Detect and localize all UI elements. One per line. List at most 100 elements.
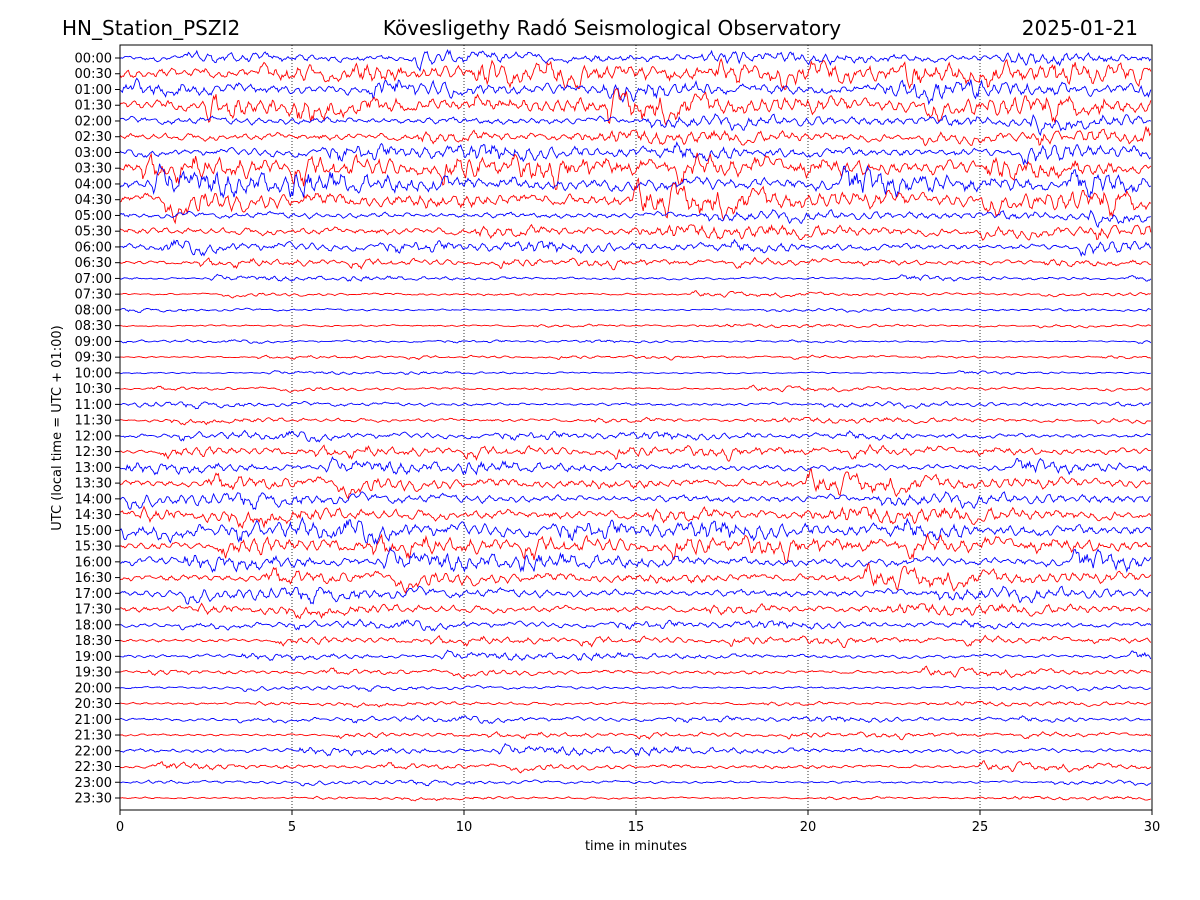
trace-1200 bbox=[119, 429, 1151, 443]
y-tick-label: 20:30 bbox=[75, 697, 112, 712]
trace-0530 bbox=[119, 223, 1152, 241]
y-tick-label: 15:00 bbox=[75, 524, 112, 539]
trace-1900 bbox=[119, 649, 1152, 662]
y-tick-label: 13:30 bbox=[75, 477, 112, 492]
trace-0430 bbox=[119, 177, 1152, 225]
y-tick-label: 00:00 bbox=[75, 52, 112, 67]
y-tick-label: 08:30 bbox=[75, 319, 112, 334]
x-tick-label: 30 bbox=[1144, 820, 1161, 835]
y-tick-label: 22:30 bbox=[75, 760, 112, 775]
trace-1430 bbox=[119, 505, 1152, 529]
y-tick-label: 13:00 bbox=[75, 461, 112, 476]
y-tick-label: 14:30 bbox=[75, 508, 112, 523]
trace-0930 bbox=[119, 354, 1152, 361]
y-tick-label: 16:30 bbox=[75, 571, 112, 586]
trace-0100 bbox=[119, 77, 1152, 106]
y-tick-label: 10:00 bbox=[75, 366, 112, 381]
trace-2330 bbox=[119, 795, 1152, 802]
y-tick-label: 22:00 bbox=[75, 744, 112, 759]
trace-0230 bbox=[119, 126, 1152, 147]
trace-0330 bbox=[119, 152, 1152, 191]
y-tick-label: 11:30 bbox=[75, 414, 112, 429]
trace-1500 bbox=[119, 516, 1152, 546]
grid-lines bbox=[291, 45, 981, 810]
y-tick-label: 03:30 bbox=[75, 162, 112, 177]
trace-0000 bbox=[119, 49, 1152, 72]
y-tick-label: 18:30 bbox=[75, 634, 112, 649]
x-axis-label: time in minutes bbox=[585, 839, 687, 854]
y-tick-label: 23:00 bbox=[75, 776, 112, 791]
trace-0030 bbox=[119, 57, 1152, 91]
y-axis-label: UTC (local time = UTC + 01:00) bbox=[50, 325, 65, 530]
y-tick-label: 21:00 bbox=[75, 713, 112, 728]
x-tick-label: 0 bbox=[116, 820, 124, 835]
trace-1230 bbox=[119, 443, 1151, 462]
trace-2230 bbox=[120, 759, 1152, 774]
trace-0300 bbox=[119, 141, 1152, 165]
y-tick-label: 19:00 bbox=[75, 650, 112, 665]
trace-0130 bbox=[119, 88, 1152, 127]
trace-0800 bbox=[119, 307, 1152, 314]
trace-1300 bbox=[119, 456, 1152, 476]
y-tick-label: 00:30 bbox=[75, 67, 112, 82]
trace-0200 bbox=[119, 113, 1152, 137]
trace-0500 bbox=[119, 208, 1151, 229]
y-tick-label: 11:00 bbox=[75, 398, 112, 413]
trace-0600 bbox=[119, 238, 1152, 258]
y-tick-label: 18:00 bbox=[75, 618, 112, 633]
x-tick-label: 10 bbox=[456, 820, 473, 835]
trace-1630 bbox=[119, 562, 1152, 595]
date-title: 2025-01-21 bbox=[1022, 16, 1138, 40]
trace-1400 bbox=[119, 491, 1151, 510]
trace-1700 bbox=[119, 585, 1151, 605]
y-tick-label: 17:30 bbox=[75, 603, 112, 618]
trace-2300 bbox=[119, 779, 1152, 787]
trace-2130 bbox=[119, 731, 1152, 741]
y-tick-label: 14:00 bbox=[75, 492, 112, 507]
y-tick-label: 16:00 bbox=[75, 555, 112, 570]
trace-1930 bbox=[119, 665, 1151, 680]
trace-0630 bbox=[119, 256, 1151, 271]
trace-2000 bbox=[119, 685, 1151, 692]
x-ticks: 0 5 10 15 20 25 30 bbox=[116, 810, 1160, 835]
y-tick-label: 15:30 bbox=[75, 540, 112, 555]
y-tick-label: 20:00 bbox=[75, 681, 112, 696]
chart-title: Kövesligethy Radó Seismological Observat… bbox=[383, 16, 841, 40]
y-tick-label: 12:30 bbox=[75, 445, 112, 460]
y-tick-label: 06:30 bbox=[75, 256, 112, 271]
trace-1030 bbox=[119, 384, 1151, 394]
trace-1130 bbox=[120, 416, 1151, 426]
station-title: HN_Station_PSZI2 bbox=[62, 16, 240, 40]
y-tick-label: 10:30 bbox=[75, 382, 112, 397]
trace-1800 bbox=[120, 618, 1152, 632]
trace-1330 bbox=[119, 467, 1151, 500]
y-tick-label: 07:30 bbox=[75, 288, 112, 303]
y-tick-label: 03:00 bbox=[75, 146, 112, 161]
y-tick-label: 08:00 bbox=[75, 303, 112, 318]
x-tick-label: 15 bbox=[628, 820, 645, 835]
y-tick-label: 02:30 bbox=[75, 130, 112, 145]
y-tick-label: 19:30 bbox=[75, 666, 112, 681]
y-tick-label: 17:00 bbox=[75, 587, 112, 602]
y-tick-label: 05:30 bbox=[75, 225, 112, 240]
y-tick-label: 02:00 bbox=[75, 114, 112, 129]
trace-1100 bbox=[119, 400, 1151, 410]
traces bbox=[119, 49, 1152, 802]
trace-0400 bbox=[119, 163, 1152, 199]
y-ticks: 00:0000:3001:0001:3002:0002:3003:0003:30… bbox=[75, 52, 120, 807]
y-tick-label: 06:00 bbox=[75, 240, 112, 255]
trace-1830 bbox=[119, 634, 1152, 649]
y-tick-label: 07:00 bbox=[75, 272, 112, 287]
y-tick-label: 04:30 bbox=[75, 193, 112, 208]
y-tick-label: 01:30 bbox=[75, 99, 112, 114]
trace-0730 bbox=[120, 290, 1152, 299]
trace-2200 bbox=[120, 742, 1152, 757]
y-tick-label: 09:00 bbox=[75, 335, 112, 350]
y-tick-label: 01:00 bbox=[75, 83, 112, 98]
y-tick-label: 04:00 bbox=[75, 177, 112, 192]
x-tick-label: 20 bbox=[800, 820, 817, 835]
y-tick-label: 09:30 bbox=[75, 351, 112, 366]
trace-1530 bbox=[119, 532, 1152, 564]
trace-1000 bbox=[119, 369, 1151, 376]
y-tick-label: 21:30 bbox=[75, 729, 112, 744]
